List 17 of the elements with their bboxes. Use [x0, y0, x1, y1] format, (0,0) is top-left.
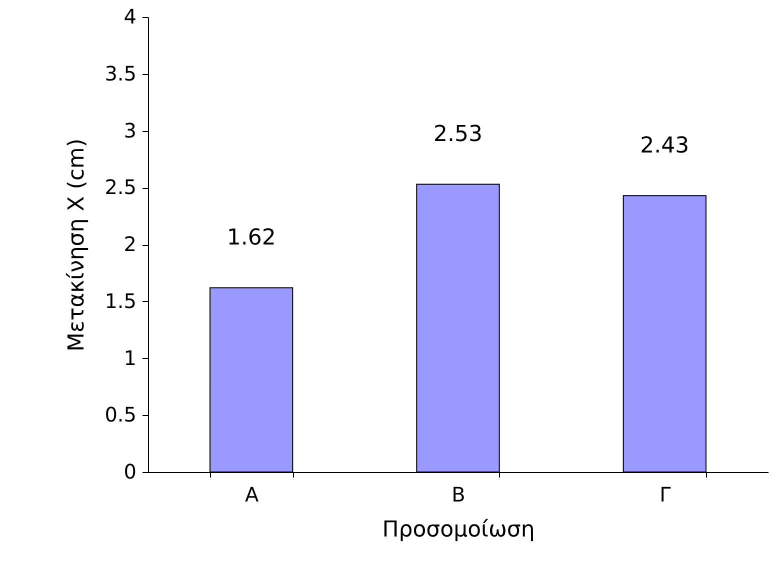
y-tick-label: 1.5 [104, 288, 136, 313]
x-tick-label: A [244, 482, 259, 506]
y-tick-label: 3.5 [104, 61, 136, 86]
y-tick-label: 3 [124, 118, 136, 142]
y-tick-label: 4 [124, 4, 136, 28]
x-tick-label: Γ [660, 482, 672, 506]
y-tick-label: 0.5 [104, 402, 136, 427]
y-tick-label: 2.5 [104, 175, 136, 200]
y-tick-label: 1 [124, 346, 136, 370]
y-axis-title: Μετακίνηση X (cm) [64, 138, 90, 352]
x-axis-title: Προσομοίωση [382, 518, 535, 542]
y-tick-label: 0 [124, 460, 136, 484]
data-label: 2.53 [434, 122, 482, 148]
data-label: 1.62 [226, 226, 276, 251]
y-tick-label: 2 [124, 232, 136, 256]
x-tick-label: B [452, 482, 466, 506]
data-label: 2.43 [640, 134, 690, 159]
